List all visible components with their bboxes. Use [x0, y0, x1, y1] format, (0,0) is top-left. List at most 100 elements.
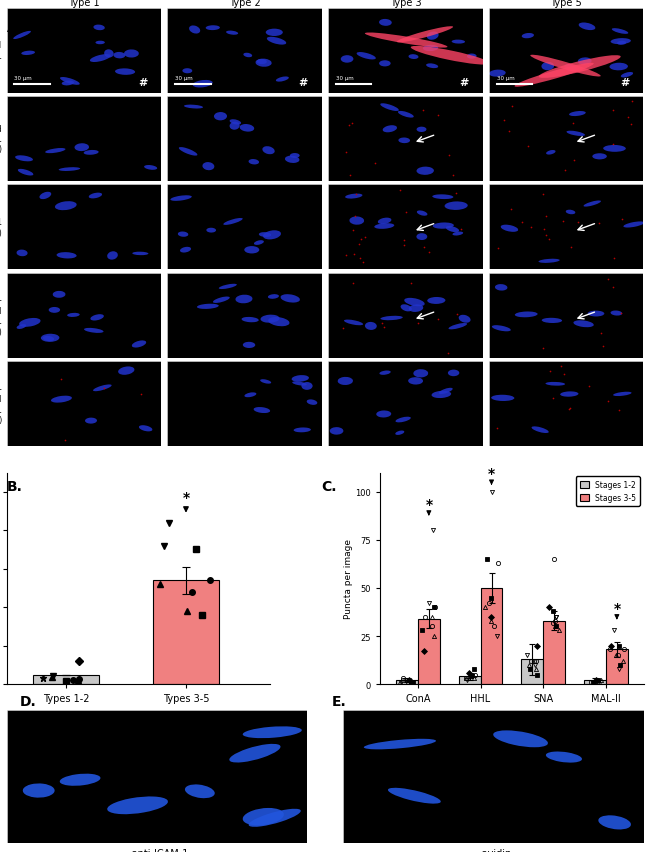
Ellipse shape — [302, 383, 313, 390]
Ellipse shape — [268, 318, 289, 327]
Ellipse shape — [448, 324, 467, 330]
Bar — [153, 580, 219, 684]
Ellipse shape — [90, 315, 104, 321]
Ellipse shape — [248, 160, 259, 165]
Legend: Stages 1-2, Stages 3-5: Stages 1-2, Stages 3-5 — [576, 477, 640, 506]
Ellipse shape — [395, 417, 411, 423]
Text: #: # — [298, 78, 308, 89]
Ellipse shape — [452, 233, 463, 236]
Ellipse shape — [189, 26, 200, 35]
Ellipse shape — [206, 228, 216, 233]
Text: B.: B. — [6, 480, 22, 493]
Ellipse shape — [432, 195, 453, 200]
Ellipse shape — [294, 428, 311, 433]
Title: Type 1: Type 1 — [68, 0, 99, 8]
Ellipse shape — [567, 131, 585, 137]
Y-axis label: α2,3-
sialylated
ICAM-1
(MAL-II): α2,3- sialylated ICAM-1 (MAL-II) — [0, 384, 3, 424]
Ellipse shape — [374, 224, 395, 229]
Ellipse shape — [522, 34, 534, 39]
Ellipse shape — [541, 63, 554, 71]
Ellipse shape — [132, 341, 146, 348]
Ellipse shape — [290, 154, 300, 158]
Ellipse shape — [613, 392, 632, 396]
Ellipse shape — [383, 126, 397, 133]
Ellipse shape — [214, 113, 227, 121]
Ellipse shape — [532, 427, 549, 434]
Ellipse shape — [603, 146, 626, 153]
Ellipse shape — [584, 201, 601, 207]
Text: *: * — [614, 602, 621, 615]
Ellipse shape — [617, 42, 627, 46]
Ellipse shape — [205, 26, 220, 31]
Title: Type 2: Type 2 — [229, 0, 261, 8]
Ellipse shape — [357, 53, 376, 60]
Ellipse shape — [379, 61, 391, 67]
Ellipse shape — [380, 316, 403, 321]
Ellipse shape — [178, 233, 188, 238]
Ellipse shape — [41, 334, 59, 343]
Ellipse shape — [546, 751, 582, 763]
Ellipse shape — [62, 82, 74, 86]
Ellipse shape — [49, 308, 60, 314]
Ellipse shape — [254, 407, 270, 413]
Text: E.: E. — [332, 694, 346, 708]
Title: Type 5: Type 5 — [551, 0, 582, 8]
Ellipse shape — [229, 120, 241, 125]
Ellipse shape — [89, 193, 102, 199]
Bar — [543, 621, 565, 684]
Ellipse shape — [104, 50, 114, 59]
Ellipse shape — [202, 163, 215, 171]
Ellipse shape — [411, 47, 489, 66]
Y-axis label: Puncta per image: Puncta per image — [344, 538, 353, 619]
Ellipse shape — [219, 285, 237, 290]
Ellipse shape — [94, 26, 105, 32]
Ellipse shape — [599, 815, 631, 830]
Text: *: * — [488, 467, 495, 481]
Ellipse shape — [144, 166, 157, 170]
Ellipse shape — [404, 298, 424, 307]
Text: #: # — [620, 78, 630, 89]
Ellipse shape — [564, 65, 577, 72]
Ellipse shape — [398, 112, 414, 118]
Ellipse shape — [307, 400, 317, 406]
Ellipse shape — [292, 376, 309, 383]
Ellipse shape — [17, 325, 26, 330]
Ellipse shape — [500, 226, 518, 233]
Ellipse shape — [545, 383, 565, 386]
Ellipse shape — [242, 727, 302, 739]
Ellipse shape — [263, 231, 281, 240]
Ellipse shape — [408, 377, 423, 385]
Ellipse shape — [185, 785, 214, 798]
Ellipse shape — [55, 202, 77, 211]
Ellipse shape — [67, 314, 80, 318]
Ellipse shape — [84, 151, 99, 156]
Title: Type 3: Type 3 — [389, 0, 421, 8]
Ellipse shape — [623, 222, 644, 228]
Y-axis label: HM-ICAM-1
(HHL): HM-ICAM-1 (HHL) — [0, 218, 3, 238]
Text: #: # — [460, 78, 469, 89]
Ellipse shape — [439, 389, 452, 394]
Ellipse shape — [18, 170, 33, 176]
Ellipse shape — [432, 391, 451, 399]
Ellipse shape — [235, 296, 252, 304]
Ellipse shape — [493, 730, 548, 747]
Ellipse shape — [413, 370, 428, 378]
Ellipse shape — [257, 60, 266, 65]
Ellipse shape — [376, 411, 391, 418]
Ellipse shape — [16, 250, 27, 257]
Ellipse shape — [380, 104, 399, 112]
Ellipse shape — [276, 78, 289, 83]
X-axis label: - avidin: - avidin — [475, 848, 512, 852]
Ellipse shape — [345, 194, 363, 199]
Ellipse shape — [427, 297, 445, 304]
Ellipse shape — [566, 210, 575, 215]
Ellipse shape — [45, 149, 66, 154]
Ellipse shape — [260, 380, 271, 384]
Bar — [480, 588, 502, 684]
Ellipse shape — [21, 52, 35, 56]
Ellipse shape — [96, 42, 105, 45]
Ellipse shape — [243, 343, 255, 348]
Ellipse shape — [515, 64, 593, 88]
Ellipse shape — [388, 788, 441, 803]
Ellipse shape — [19, 319, 40, 327]
